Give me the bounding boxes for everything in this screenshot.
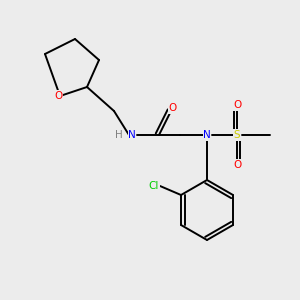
Text: O: O xyxy=(54,91,63,101)
Text: N: N xyxy=(128,130,136,140)
Text: O: O xyxy=(233,160,241,170)
Text: H: H xyxy=(115,130,122,140)
Text: Cl: Cl xyxy=(149,181,159,191)
Text: S: S xyxy=(234,130,240,140)
Text: O: O xyxy=(233,100,241,110)
Text: O: O xyxy=(168,103,177,113)
Text: N: N xyxy=(203,130,211,140)
